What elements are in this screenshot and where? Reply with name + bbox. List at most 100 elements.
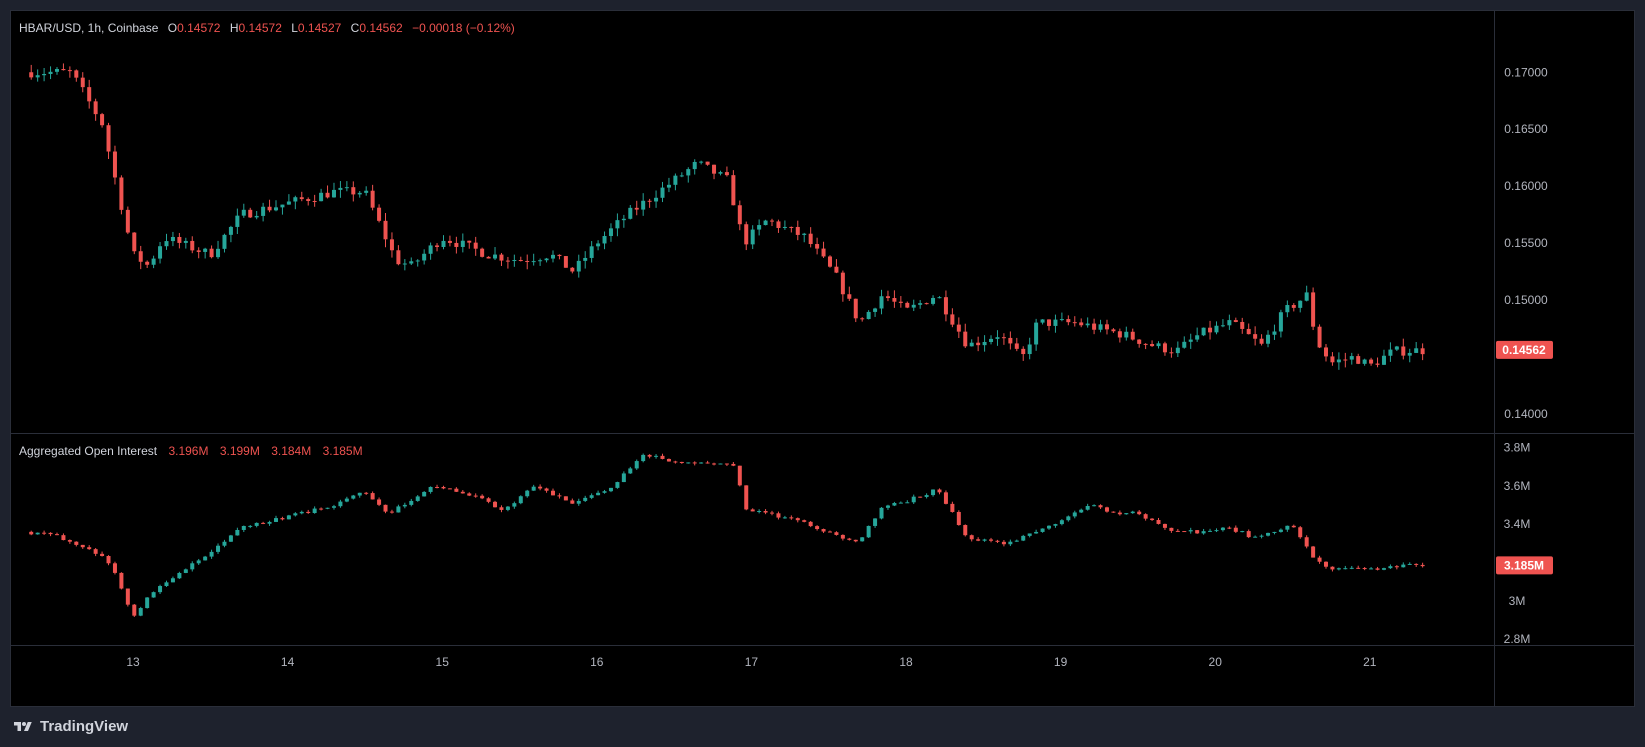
oi-candle-body — [1117, 512, 1122, 515]
oi-candle — [1124, 513, 1129, 515]
price-candle-body — [435, 245, 440, 247]
oi-candle-body — [1317, 557, 1322, 562]
price-candle-body — [377, 207, 382, 221]
oi-candle — [1169, 527, 1174, 533]
price-candle — [286, 194, 291, 205]
price-candle — [724, 166, 729, 177]
oi-candle-body — [673, 461, 678, 463]
oi-candle — [1195, 529, 1200, 534]
time-tick-label: 19 — [1054, 655, 1068, 669]
price-candle-body — [441, 240, 446, 247]
price-candle — [112, 145, 117, 185]
price-candle-body — [1330, 356, 1335, 363]
oi-candle-body — [1208, 530, 1213, 532]
oi-candle — [80, 544, 85, 549]
price-candle-body — [106, 125, 111, 152]
oi-candle-body — [1298, 527, 1303, 538]
oi-candle — [1150, 518, 1155, 521]
oi-tick-label: 3M — [1509, 594, 1526, 608]
price-candle-body — [1059, 319, 1064, 321]
oi-candle — [170, 576, 175, 583]
oi-candle — [918, 496, 923, 498]
oi-candle — [647, 454, 652, 459]
price-candle — [1323, 344, 1328, 362]
price-candle-body — [1104, 324, 1109, 330]
oi-candle-body — [106, 556, 111, 564]
price-candle-body — [1021, 348, 1026, 355]
oi-candle-body — [608, 487, 613, 492]
oi-candle — [821, 528, 826, 534]
oi-candle-body — [377, 499, 382, 505]
time-tick-label: 15 — [436, 655, 450, 669]
price-candle — [280, 204, 285, 215]
price-candle-body — [860, 318, 865, 320]
price-candle — [119, 175, 124, 215]
price-candle — [1034, 318, 1039, 351]
price-candle-body — [1092, 323, 1097, 330]
price-candle — [151, 255, 156, 269]
chart-svg[interactable]: 0.17000 0.16500 0.16000 0.15500 0.15000 0.140… — [11, 11, 1634, 706]
price-candle-body — [615, 220, 620, 229]
price-candle — [847, 286, 852, 301]
price-candle-body — [1040, 319, 1045, 323]
oi-candle-body — [937, 489, 942, 493]
oi-candle-body — [931, 489, 936, 496]
price-candle-body — [80, 77, 85, 88]
price-candle-body — [87, 87, 92, 102]
price-candle — [319, 188, 324, 202]
price-candle-body — [306, 199, 311, 202]
price-candle-body — [299, 197, 304, 200]
oi-candle-body — [737, 465, 742, 486]
oi-candle — [782, 515, 787, 519]
price-candle-body — [286, 201, 291, 205]
price-candle — [190, 236, 195, 254]
price-candle-body — [389, 239, 394, 251]
price-candle — [87, 79, 92, 109]
price-tick-label: 0.15500 — [1504, 236, 1548, 250]
oi-candle-body — [538, 486, 543, 489]
oi-candle-body — [905, 502, 910, 504]
oi-legend[interactable]: Aggregated Open Interest 3.196M 3.199M 3… — [19, 444, 363, 458]
price-candle-body — [138, 251, 143, 262]
price-axis-ticks[interactable]: 0.17000 0.16500 0.16000 0.15500 0.15000 0.140… — [1504, 65, 1548, 421]
oi-candle — [1072, 510, 1077, 519]
oi-candle-body — [1356, 567, 1361, 569]
chart-frame[interactable]: 0.17000 0.16500 0.16000 0.15500 0.15000 0.140… — [10, 10, 1635, 707]
oi-candle — [1220, 527, 1225, 532]
oi-candle — [222, 539, 227, 548]
price-candle-body — [821, 248, 826, 257]
price-candle-body — [338, 187, 343, 190]
oi-candle — [1040, 528, 1045, 533]
price-candle-body — [531, 261, 536, 263]
oi-candle — [241, 525, 246, 533]
price-candle-body — [164, 241, 169, 247]
oi-candle — [879, 507, 884, 520]
oi-candle — [1008, 539, 1013, 547]
oi-candle — [596, 490, 601, 496]
oi-candle-body — [67, 540, 72, 542]
price-candle — [808, 227, 813, 248]
time-axis-ticks[interactable]: 13 14 15 16 17 18 19 20 21 — [126, 655, 1376, 669]
price-candle — [737, 200, 742, 231]
oi-candle-body — [1124, 513, 1129, 515]
tradingview-brand[interactable]: TradingView — [12, 718, 128, 735]
price-candle — [1104, 319, 1109, 335]
price-candle-body — [261, 206, 266, 216]
oi-candle — [531, 484, 536, 491]
price-candle-body — [937, 297, 942, 299]
price-candle-body — [576, 260, 581, 272]
symbol-legend[interactable]: HBAR/USD, 1h, Coinbase O0.14572 H0.14572… — [19, 21, 515, 35]
open-interest-axis-ticks[interactable]: 3.8M3.6M3.4M3.2M3M2.8M — [1504, 441, 1531, 647]
price-candle — [222, 233, 227, 253]
price-candle-body — [827, 256, 832, 267]
time-tick-label: 21 — [1363, 655, 1377, 669]
price-candle-body — [1175, 347, 1180, 354]
price-candle-body — [480, 248, 485, 257]
oi-candle-body — [628, 468, 633, 474]
oi-candle-body — [976, 539, 981, 541]
price-candle — [1381, 349, 1386, 365]
oi-candle-body — [1059, 520, 1064, 525]
price-candle — [924, 302, 929, 305]
price-candle-body — [512, 260, 517, 262]
price-candle-body — [1304, 292, 1309, 301]
